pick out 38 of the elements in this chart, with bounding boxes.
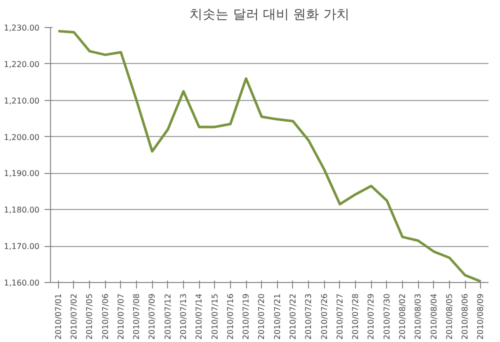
x-tick-label: 2010/08/06 bbox=[460, 294, 470, 340]
chart-title: 치솟는 달러 대비 원화 가치 bbox=[190, 8, 350, 22]
x-tick-label: 2010/07/14 bbox=[194, 294, 204, 340]
x-tick-label: 2010/07/01 bbox=[54, 294, 63, 340]
x-tick-label: 2010/07/05 bbox=[85, 294, 94, 340]
x-tick-label: 2010/07/08 bbox=[132, 294, 142, 340]
y-tick-label: 1,160.00 bbox=[4, 278, 40, 288]
x-tick-label: 2010/07/09 bbox=[148, 294, 157, 340]
x-tick-label: 2010/07/23 bbox=[304, 294, 314, 340]
x-tick-label: 2010/07/29 bbox=[366, 294, 376, 340]
y-tick-label: 1,220.00 bbox=[4, 60, 40, 69]
x-tick-label: 2010/07/22 bbox=[288, 294, 298, 340]
y-tick-label: 1,200.00 bbox=[4, 132, 40, 142]
x-tick-label: 2010/07/02 bbox=[69, 294, 78, 340]
x-tick-label: 2010/08/04 bbox=[429, 294, 438, 340]
line-series bbox=[57, 30, 482, 282]
x-tick-label: 2010/07/12 bbox=[163, 294, 172, 340]
x-tick-label: 2010/08/03 bbox=[414, 294, 423, 340]
x-tick-label: 2010/07/27 bbox=[335, 294, 344, 340]
y-tick-label: 1,170.00 bbox=[4, 242, 40, 252]
x-tick-label: 2010/08/09 bbox=[476, 294, 486, 340]
x-tick-label: 2010/08/02 bbox=[398, 294, 407, 340]
y-tick-label: 1,230.00 bbox=[4, 24, 40, 32]
y-tick-label: 1,180.00 bbox=[4, 206, 40, 215]
x-tick-label: 2010/07/15 bbox=[210, 294, 220, 340]
x-tick-label: 2010/07/26 bbox=[320, 294, 329, 340]
y-tick-label: 1,190.00 bbox=[4, 169, 40, 178]
y-tick-label: 1,210.00 bbox=[4, 96, 40, 106]
x-tick-label: 2010/07/16 bbox=[226, 294, 235, 340]
x-tick-label: 2010/07/13 bbox=[178, 294, 188, 340]
x-tick-label: 2010/07/21 bbox=[272, 294, 282, 340]
x-tick-label: 2010/07/06 bbox=[100, 294, 110, 340]
x-tick-label: 2010/07/07 bbox=[116, 294, 126, 340]
x-tick-label: 2010/08/05 bbox=[444, 294, 454, 340]
x-tick-label: 2010/07/20 bbox=[257, 294, 266, 340]
x-tick-label: 2010/07/28 bbox=[351, 294, 360, 340]
x-tick-label: 2010/07/19 bbox=[242, 294, 251, 340]
x-tick-label: 2010/07/30 bbox=[382, 294, 392, 340]
